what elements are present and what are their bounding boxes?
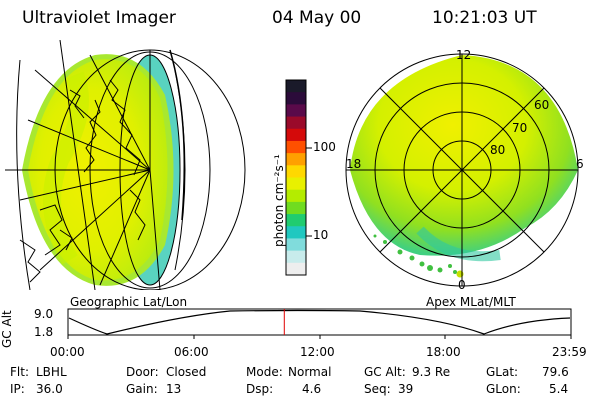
instrument-title: Ultraviolet Imager [22,8,176,28]
altitude-strip-plot [67,308,572,339]
time-tick-0600: 06:00 [174,345,209,359]
altitude-curve [68,309,571,335]
alt-tick-low: 1.8 [34,325,54,339]
time-tick-1200: 12:00 [300,345,335,359]
glat-label: GLat: [486,365,519,379]
door-value: Closed [166,365,207,379]
apex-caption: Apex MLat/MLT [426,295,516,309]
dsp-label: Dsp: [246,382,274,396]
mlat-label-70: 70 [512,121,528,135]
colorbar-segment [286,128,306,142]
mlt-label-12: 12 [456,48,472,62]
date-label: 04 May 00 [272,8,362,28]
mlat-label-80: 80 [490,143,506,157]
gc-alt-axis-label: GC Alt [0,310,14,348]
gain-label: Gain: [126,382,158,396]
mlt-label-6: 6 [576,157,584,171]
colorbar-segment [286,153,306,166]
filter-label: Flt: [10,365,29,379]
door-label: Door: [126,365,159,379]
colorbar-segment [286,214,306,227]
colorbar-unit-label: photon cm⁻²s⁻¹ [272,154,286,247]
geographic-caption: Geographic Lat/Lon [70,295,188,309]
colorbar-segment [286,238,306,252]
gcalt-label: GC Alt: [364,365,406,379]
glat-value: 79.6 [542,365,569,379]
mlt-label-18: 18 [346,157,362,171]
colorbar-segment [286,177,306,191]
colorbar-segment [286,165,306,178]
ip-label: IP: [10,382,25,396]
colorbar-tick-100: 100 [313,140,336,154]
colorbar-segment [286,189,306,203]
time-tick-1800: 18:00 [426,345,461,359]
colorbar-segment [286,262,306,276]
colorbar-segment [286,140,306,154]
colorbar-tick-10: 10 [313,228,329,242]
time-tick-2359: 23:59 [552,345,587,359]
apex-polar-plot [345,53,579,287]
mlt-label-0: 0 [458,278,466,292]
glon-value: 5.4 [549,382,569,396]
colorbar-segment [286,116,306,130]
mode-value: Normal [288,365,332,379]
coastlines [19,79,146,283]
alt-tick-high: 9.0 [34,307,54,321]
mode-label: Mode: [246,365,283,379]
lat-lon-grid [5,40,246,290]
geographic-globe-view [5,40,246,290]
colorbar-segment [286,201,306,215]
gain-value: 13 [166,382,182,396]
seq-label: Seq: [364,382,391,396]
color-scale-bar [286,80,306,276]
colorbar-segment [286,250,306,264]
glon-label: GLon: [486,382,521,396]
ip-value: 36.0 [36,382,63,396]
filter-value: LBHL [36,365,67,379]
time-label: 10:21:03 UT [432,8,537,28]
seq-value: 39 [398,382,414,396]
dsp-value: 4.6 [302,382,322,396]
colorbar-segment [286,104,306,118]
colorbar-segment [286,92,306,105]
mlat-label-60: 60 [534,98,550,112]
time-tick-0000: 00:00 [50,345,85,359]
colorbar-segment [286,226,306,239]
colorbar-segment [286,80,306,93]
gcalt-value: 9.3 Re [412,365,451,379]
